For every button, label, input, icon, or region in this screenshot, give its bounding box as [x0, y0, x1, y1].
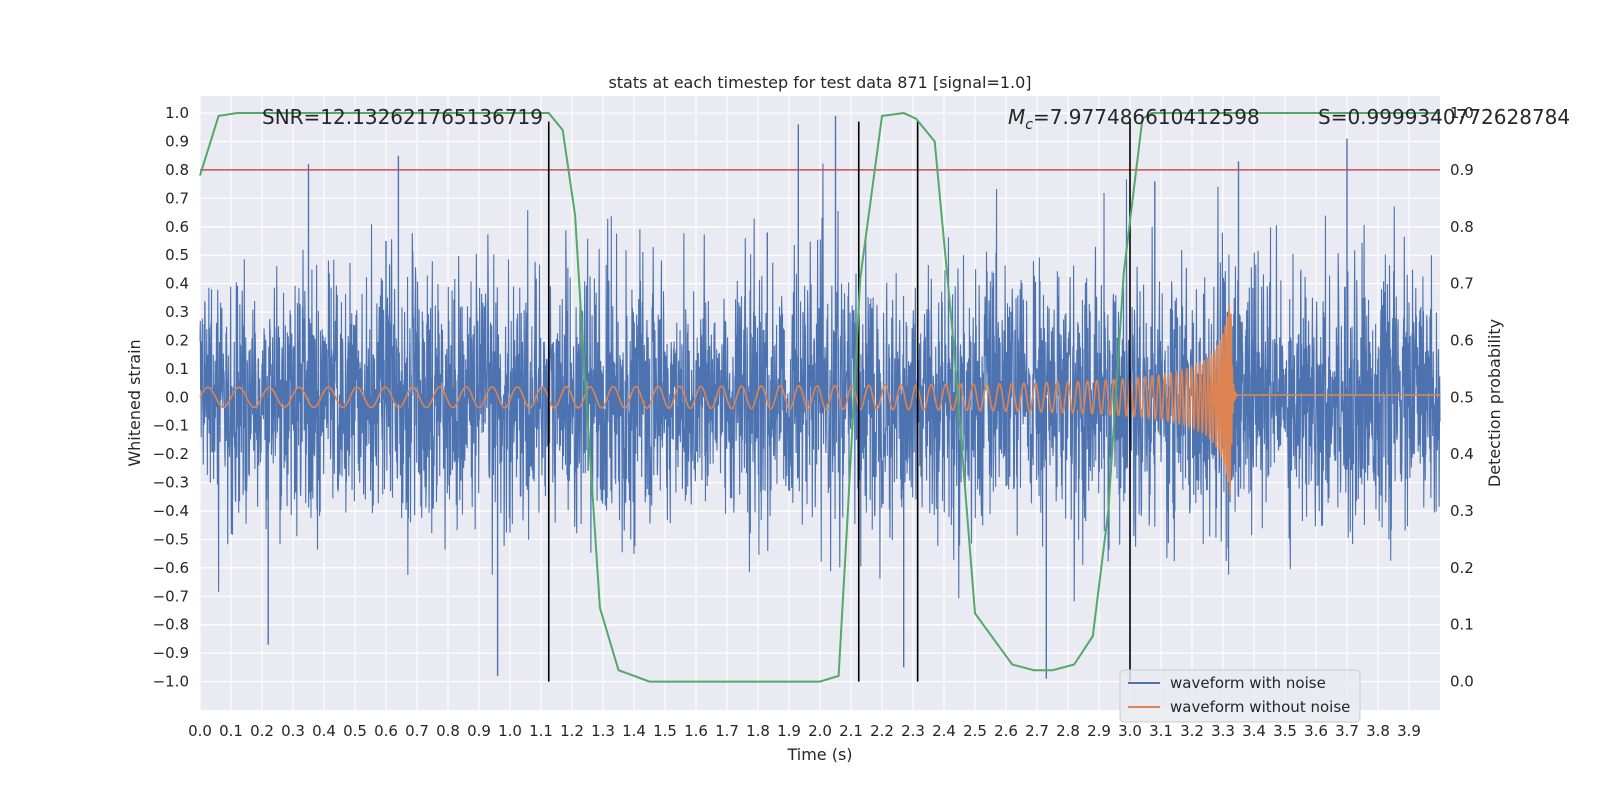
- x-tick-label-14: 1.4: [622, 722, 646, 740]
- mc-symbol: M: [1008, 105, 1025, 129]
- y-left-tick-label-20: −1.0: [153, 673, 189, 691]
- legend-label-clean: waveform without noise: [1170, 698, 1350, 716]
- y-left-tick-label-2: 0.8: [165, 161, 189, 179]
- series-waveform-without-noise: [199, 304, 1440, 495]
- x-tick-label-13: 1.3: [591, 722, 615, 740]
- y-right-tick-label-6: 0.4: [1450, 445, 1474, 463]
- y-left-tick-label-13: −0.3: [153, 474, 189, 492]
- chart-title: stats at each timestep for test data 871…: [608, 73, 1031, 92]
- y-left-tick-label-16: −0.6: [153, 559, 189, 577]
- x-tick-label-4: 0.4: [312, 722, 336, 740]
- x-tick-label-28: 2.8: [1056, 722, 1080, 740]
- y-left-tick-label-6: 0.4: [165, 275, 189, 293]
- series-waveform-with-noise: [199, 115, 1441, 679]
- y-left-tick-label-12: −0.2: [153, 445, 189, 463]
- x-tick-label-35: 3.5: [1273, 722, 1297, 740]
- y-right-tick-label-10: 0.0: [1450, 673, 1474, 691]
- x-tick-label-33: 3.3: [1211, 722, 1235, 740]
- x-tick-label-1: 0.1: [219, 722, 243, 740]
- mc-subscript: c: [1025, 117, 1033, 133]
- y-left-tick-labels: 1.0 0.9 0.8 0.7 0.6 0.5 0.4 0.3 0.2 0.1 0.0 −0.1 −0.…: [153, 104, 189, 691]
- y-left-tick-label-7: 0.3: [165, 303, 189, 321]
- x-tick-label-34: 3.4: [1242, 722, 1266, 740]
- y-left-tick-label-18: −0.8: [153, 616, 189, 634]
- y-left-tick-label-19: −0.9: [153, 644, 189, 662]
- x-tick-label-31: 3.1: [1149, 722, 1173, 740]
- y-left-tick-label-4: 0.6: [165, 218, 189, 236]
- x-tick-label-11: 1.1: [529, 722, 553, 740]
- mc-annotation: Mc=7.977486610412598: [1008, 105, 1260, 133]
- x-tick-label-29: 2.9: [1087, 722, 1111, 740]
- x-tick-label-37: 3.7: [1335, 722, 1359, 740]
- legend-box: [1119, 669, 1361, 723]
- x-tick-label-19: 1.9: [777, 722, 801, 740]
- x-tick-label-0: 0.0: [188, 722, 212, 740]
- y-left-tick-label-8: 0.2: [165, 331, 189, 349]
- x-tick-label-32: 3.2: [1180, 722, 1204, 740]
- x-tick-label-26: 2.6: [994, 722, 1018, 740]
- mc-value: =7.977486610412598: [1033, 105, 1260, 129]
- legend: waveform with noise waveform without noi…: [1119, 669, 1361, 723]
- line-detection-probability: [199, 112, 1440, 683]
- x-tick-label-17: 1.7: [715, 722, 739, 740]
- y-right-tick-label-2: 0.8: [1450, 218, 1474, 236]
- y-right-tick-label-8: 0.2: [1450, 559, 1474, 577]
- y-left-tick-label-1: 0.9: [165, 132, 189, 150]
- y-right-tick-label-5: 0.5: [1450, 388, 1474, 406]
- x-tick-labels: 0.0 0.1 0.2 0.3 0.4 0.5 0.6 0.7 0.8 0.9 1.0 1.1 1.2 1…: [188, 722, 1421, 740]
- y-left-tick-label-3: 0.7: [165, 189, 189, 207]
- x-tick-label-38: 3.8: [1366, 722, 1390, 740]
- x-tick-label-25: 2.5: [963, 722, 987, 740]
- y-right-tick-label-0: 1.0: [1450, 104, 1474, 122]
- overlays: [199, 112, 1440, 683]
- y-left-tick-label-17: −0.7: [153, 587, 189, 605]
- x-tick-label-22: 2.2: [870, 722, 894, 740]
- x-tick-label-2: 0.2: [250, 722, 274, 740]
- x-tick-label-24: 2.4: [932, 722, 956, 740]
- x-tick-label-30: 3.0: [1118, 722, 1142, 740]
- line-waveform-with-noise: [199, 163, 1441, 602]
- y-right-tick-label-4: 0.6: [1450, 331, 1474, 349]
- x-tick-label-18: 1.8: [746, 722, 770, 740]
- x-tick-label-21: 2.1: [839, 722, 863, 740]
- x-tick-label-23: 2.3: [901, 722, 925, 740]
- y-right-tick-label-3: 0.7: [1450, 275, 1474, 293]
- y-left-tick-label-11: −0.1: [153, 417, 189, 435]
- y-left-tick-label-15: −0.5: [153, 530, 189, 548]
- y-left-tick-label-9: 0.1: [165, 360, 189, 378]
- x-tick-label-36: 3.6: [1304, 722, 1328, 740]
- x-tick-label-10: 1.0: [498, 722, 522, 740]
- x-tick-label-12: 1.2: [560, 722, 584, 740]
- y-left-tick-label-10: 0.0: [165, 388, 189, 406]
- y-left-axis-label: Whitened strain: [125, 339, 144, 466]
- y-left-tick-label-14: −0.4: [153, 502, 189, 520]
- y-right-axis-label: Detection probability: [1485, 319, 1504, 487]
- y-right-tick-label-7: 0.3: [1450, 502, 1474, 520]
- y-left-tick-label-5: 0.5: [165, 246, 189, 264]
- x-tick-label-15: 1.5: [653, 722, 677, 740]
- y-right-tick-labels: 1.0 0.9 0.8 0.7 0.6 0.5 0.4 0.3 0.2 0.1 0.0: [1450, 104, 1474, 691]
- x-tick-label-3: 0.3: [281, 722, 305, 740]
- x-tick-label-8: 0.8: [436, 722, 460, 740]
- line-waveform-without-noise: [199, 304, 1440, 495]
- y-right-tick-label-9: 0.1: [1450, 616, 1474, 634]
- s-annotation: S=0.9999340772628784: [1318, 105, 1570, 129]
- x-tick-label-9: 0.9: [467, 722, 491, 740]
- y-right-tick-label-1: 0.9: [1450, 161, 1474, 179]
- x-tick-label-27: 2.7: [1025, 722, 1049, 740]
- x-tick-label-39: 3.9: [1397, 722, 1421, 740]
- x-tick-label-20: 2.0: [808, 722, 832, 740]
- x-tick-label-7: 0.7: [405, 722, 429, 740]
- y-left-tick-label-0: 1.0: [165, 104, 189, 122]
- x-tick-label-5: 0.5: [343, 722, 367, 740]
- x-tick-label-6: 0.6: [374, 722, 398, 740]
- x-tick-label-16: 1.6: [684, 722, 708, 740]
- x-axis-label: Time (s): [786, 745, 852, 764]
- snr-annotation: SNR=12.132621765136719: [262, 105, 543, 129]
- legend-label-noise: waveform with noise: [1170, 674, 1326, 692]
